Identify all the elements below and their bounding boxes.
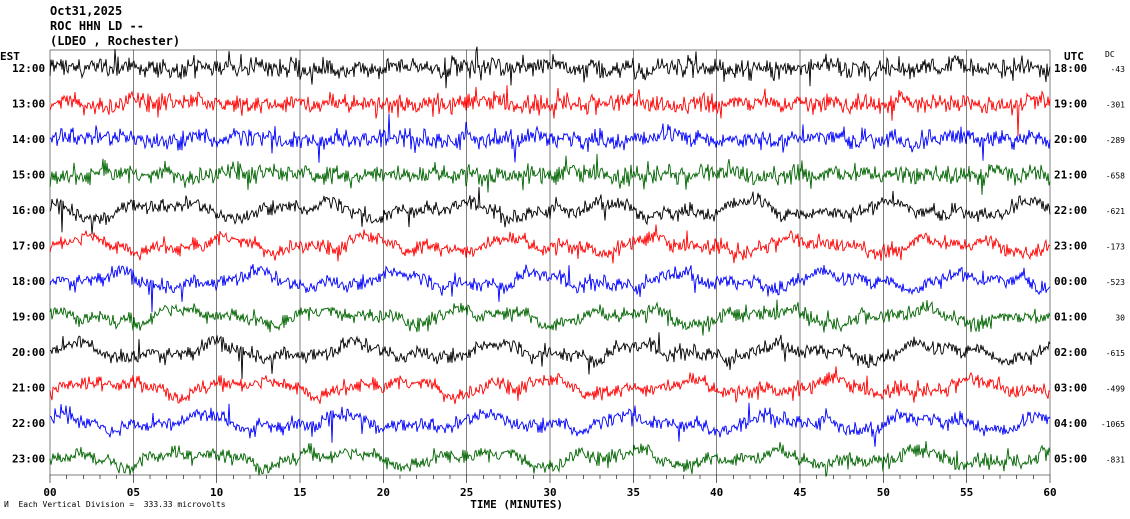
x-tick-label: 60 [1043, 486, 1056, 499]
x-tick-label: 25 [460, 486, 473, 499]
x-tick-label: 20 [377, 486, 390, 499]
est-hour-label: 21:00 [12, 382, 45, 395]
footer-text: Each Vertical Division = 333.33 microvol… [18, 500, 226, 509]
utc-hour-label: 02:00 [1054, 346, 1087, 359]
x-tick-label: 10 [210, 486, 223, 499]
est-hour-label: 17:00 [12, 240, 45, 253]
x-tick-label: 05 [127, 486, 140, 499]
left-timezone-label: EST [0, 50, 20, 63]
est-hour-label: 19:00 [12, 311, 45, 324]
est-hour-label: 20:00 [12, 346, 45, 359]
plot-frame [49, 49, 1051, 483]
trace-line-2200 [49, 402, 1051, 447]
dc-offset-label: -523 [1106, 278, 1125, 287]
dc-offset-label: -1065 [1101, 420, 1125, 429]
footer-mark: И [4, 500, 9, 509]
dc-offset-label: -831 [1106, 456, 1125, 465]
axis-labels: EST UTC DC 12:00 18:00 -43 13:00 19:00 -301 14:00… [0, 50, 1125, 511]
trace-line-1700 [49, 224, 1051, 264]
est-hour-label: 15:00 [12, 169, 45, 182]
trace-line-1600 [49, 186, 1051, 235]
est-hour-label: 14:00 [12, 133, 45, 146]
trace-line-1800 [49, 263, 1051, 313]
dc-offset-label: -173 [1106, 243, 1125, 252]
utc-hour-label: 04:00 [1054, 417, 1087, 430]
trace-line-2100 [49, 366, 1051, 404]
x-tick-label: 30 [543, 486, 556, 499]
utc-hour-label: 23:00 [1054, 240, 1087, 253]
utc-hour-label: 00:00 [1054, 275, 1087, 288]
x-tick-label: 45 [793, 486, 806, 499]
est-hour-label: 22:00 [12, 417, 45, 430]
trace-line-1300 [49, 85, 1051, 137]
trace-line-2300 [49, 440, 1051, 477]
utc-hour-label: 18:00 [1054, 62, 1087, 75]
dc-offset-label: -615 [1106, 349, 1125, 358]
header-date: Oct31,2025 [50, 4, 123, 18]
trace-line-1400 [49, 113, 1051, 163]
utc-hour-label: 01:00 [1054, 311, 1087, 324]
trace-line-1900 [49, 299, 1051, 336]
x-tick-label: 40 [710, 486, 723, 499]
dc-offset-label: -289 [1106, 136, 1125, 145]
x-tick-label: 15 [293, 486, 306, 499]
est-hour-label: 13:00 [12, 98, 45, 111]
utc-hour-label: 20:00 [1054, 133, 1087, 146]
utc-hour-label: 03:00 [1054, 382, 1087, 395]
trace-group [49, 46, 1051, 477]
est-hour-label: 12:00 [12, 62, 45, 75]
trace-line-2000 [49, 332, 1051, 380]
right-timezone-label: UTC [1064, 50, 1084, 63]
footer-scale: И Each Vertical Division = 333.33 microv… [4, 500, 226, 509]
utc-hour-label: 19:00 [1054, 98, 1087, 111]
x-tick-label: 00 [43, 486, 56, 499]
trace-line-1500 [49, 153, 1051, 195]
grid [49, 50, 1051, 475]
header-station: ROC HHN LD -- [50, 19, 144, 33]
utc-hour-label: 05:00 [1054, 453, 1087, 466]
trace-line-1200 [49, 46, 1051, 89]
utc-hour-label: 22:00 [1054, 204, 1087, 217]
x-tick-label: 55 [960, 486, 973, 499]
utc-hour-label: 21:00 [1054, 169, 1087, 182]
est-hour-label: 18:00 [12, 275, 45, 288]
dc-offset-label: -43 [1111, 65, 1126, 74]
dc-offset-label: -499 [1106, 385, 1125, 394]
x-tick-label: 50 [877, 486, 890, 499]
est-hour-label: 23:00 [12, 453, 45, 466]
dc-offset-label: -621 [1106, 207, 1125, 216]
est-hour-label: 16:00 [12, 204, 45, 217]
x-axis-title: TIME (MINUTES) [470, 498, 563, 511]
dc-offset-label: 30 [1115, 314, 1125, 323]
dc-offset-label: -301 [1106, 101, 1125, 110]
header-network: (LDEO , Rochester) [50, 34, 181, 48]
x-tick-label: 35 [627, 486, 640, 499]
dc-header-label: DC [1105, 50, 1115, 59]
dc-offset-label: -658 [1106, 172, 1125, 181]
